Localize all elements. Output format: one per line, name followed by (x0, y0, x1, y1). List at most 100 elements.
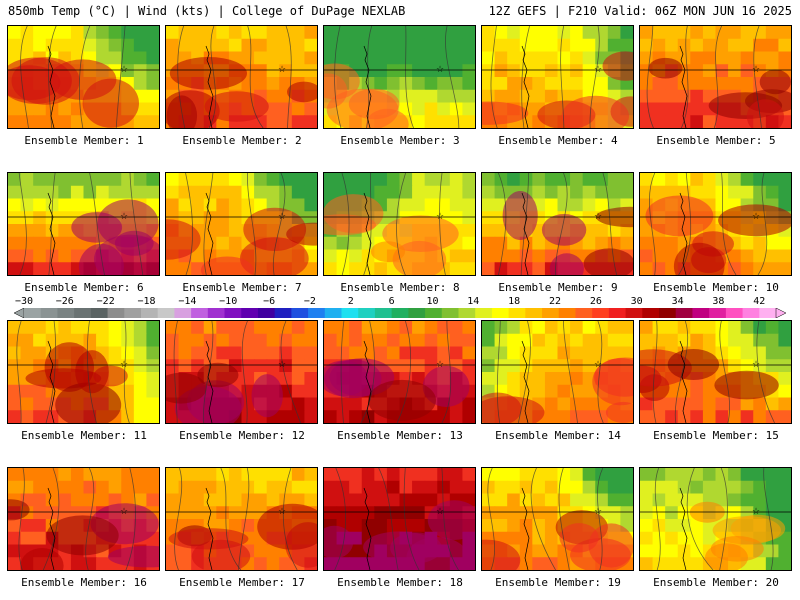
colorbar-segment (692, 308, 710, 318)
colorbar-segment (542, 308, 560, 318)
ensemble-member-label: Ensemble Member: 4 (498, 134, 618, 147)
ensemble-member-label: Ensemble Member: 12 (179, 429, 305, 442)
colorbar-segment (441, 308, 459, 318)
ensemble-panel-5: ☆ (639, 25, 792, 129)
ensemble-member-label: Ensemble Member: 8 (340, 281, 460, 294)
station-marker-icon: ☆ (436, 212, 444, 222)
temperature-map-3: ☆ (324, 26, 475, 128)
colorbar-tick-label: 42 (753, 296, 766, 307)
colorbar-tick-label: 26 (589, 296, 602, 307)
ensemble-panel-14: ☆ (481, 320, 634, 424)
ensemble-member-label: Ensemble Member: 17 (179, 576, 305, 589)
colorbar-segment (124, 308, 142, 318)
colorbar-segment (40, 308, 58, 318)
colorbar-max-arrow (775, 308, 786, 318)
ensemble-panel-11: ☆ (7, 320, 160, 424)
ensemble-member-label: Ensemble Member: 13 (337, 429, 463, 442)
colorbar-tick-label: 14 (467, 296, 480, 307)
ensemble-panel-17: ☆ (165, 467, 318, 571)
station-marker-icon: ☆ (436, 507, 444, 517)
colorbar-segment (659, 308, 677, 318)
ensemble-member-label: Ensemble Member: 20 (653, 576, 779, 589)
colorbar-ticks: −30 −26 −22 −18 −14 −10 −6 −2 2 6 10 14 18 22 26 30 34 38… (0, 296, 800, 308)
temperature-map-9: ☆ (482, 173, 633, 275)
station-marker-icon: ☆ (594, 212, 602, 222)
station-marker-icon: ☆ (278, 507, 286, 517)
colorbar-segment (759, 308, 777, 318)
temperature-map-12: ☆ (166, 321, 317, 423)
ensemble-panel-13: ☆ (323, 320, 476, 424)
run-info: 12Z GEFS | F210 Valid: 06Z MON JUN 16 20… (488, 4, 792, 18)
colorbar-segment (425, 308, 443, 318)
station-marker-icon: ☆ (752, 65, 760, 75)
ensemble-member-label: Ensemble Member: 7 (182, 281, 302, 294)
station-marker-icon: ☆ (120, 212, 128, 222)
ensemble-panel-10: ☆ (639, 172, 792, 276)
colorbar-segment (191, 308, 209, 318)
station-marker-icon: ☆ (594, 507, 602, 517)
colorbar-segment (257, 308, 276, 318)
colorbar-segment (207, 308, 226, 318)
colorbar-segment (475, 308, 493, 318)
colorbar-tick-label: 22 (548, 296, 562, 307)
colorbar-segment (107, 308, 125, 318)
ensemble-panel-9: ☆ (481, 172, 634, 276)
colorbar-segment (24, 308, 42, 318)
ensemble-panel-18: ☆ (323, 467, 476, 571)
station-marker-icon: ☆ (752, 212, 760, 222)
station-marker-icon: ☆ (120, 507, 128, 517)
station-marker-icon: ☆ (120, 65, 128, 75)
colorbar-segment (625, 308, 643, 318)
ensemble-panel-1: ☆ (7, 25, 160, 129)
ensemble-member-label: Ensemble Member: 14 (495, 429, 621, 442)
colorbar-segment (324, 308, 343, 318)
colorbar-min-arrow (14, 308, 25, 318)
colorbar-segment (308, 308, 326, 318)
colorbar-segment (391, 308, 409, 318)
station-marker-icon: ☆ (278, 65, 286, 75)
colorbar-tick-label: 2 (347, 296, 354, 307)
colorbar-tick-label: 18 (508, 296, 521, 307)
colorbar-segment (525, 308, 543, 318)
colorbar-tick-label: 34 (671, 296, 684, 307)
ensemble-panel-12: ☆ (165, 320, 318, 424)
temperature-map-10: ☆ (640, 173, 791, 275)
colorbar-segment (508, 308, 526, 318)
colorbar-tick-label: −2 (303, 296, 316, 307)
ensemble-panel-6: ☆ (7, 172, 160, 276)
ensemble-member-label: Ensemble Member: 1 (24, 134, 144, 147)
colorbar-segment (675, 308, 693, 318)
station-marker-icon: ☆ (278, 360, 286, 370)
colorbar-segment (408, 308, 426, 318)
station-marker-icon: ☆ (436, 65, 444, 75)
colorbar-segment (575, 308, 593, 318)
colorbar-tick-label: −22 (96, 296, 115, 307)
colorbar-segment (74, 308, 92, 318)
ensemble-member-label: Ensemble Member: 3 (340, 134, 460, 147)
colorbar-segment (458, 308, 476, 318)
temperature-map-11: ☆ (8, 321, 159, 423)
colorbar-tick-label: −18 (137, 296, 156, 307)
chart-title: 850mb Temp (°C) | Wind (kts) | College o… (8, 4, 406, 18)
temperature-map-17: ☆ (166, 468, 317, 570)
colorbar-segment (742, 308, 760, 318)
colorbar-segment (358, 308, 376, 318)
colorbar-segment (491, 308, 510, 318)
temperature-map-15: ☆ (640, 321, 791, 423)
colorbar-segment (241, 308, 259, 318)
colorbar-segment (608, 308, 627, 318)
temperature-map-14: ☆ (482, 321, 633, 423)
temperature-map-19: ☆ (482, 468, 633, 570)
temperature-map-18: ☆ (324, 468, 475, 570)
ensemble-panel-8: ☆ (323, 172, 476, 276)
colorbar-segment (140, 308, 159, 318)
temperature-map-7: ☆ (166, 173, 317, 275)
colorbar (14, 308, 786, 318)
station-marker-icon: ☆ (436, 360, 444, 370)
station-marker-icon: ☆ (752, 360, 760, 370)
temperature-map-5: ☆ (640, 26, 791, 128)
colorbar-segment (725, 308, 744, 318)
temperature-map-20: ☆ (640, 468, 791, 570)
colorbar-tick-label: −26 (55, 296, 74, 307)
station-marker-icon: ☆ (120, 360, 128, 370)
